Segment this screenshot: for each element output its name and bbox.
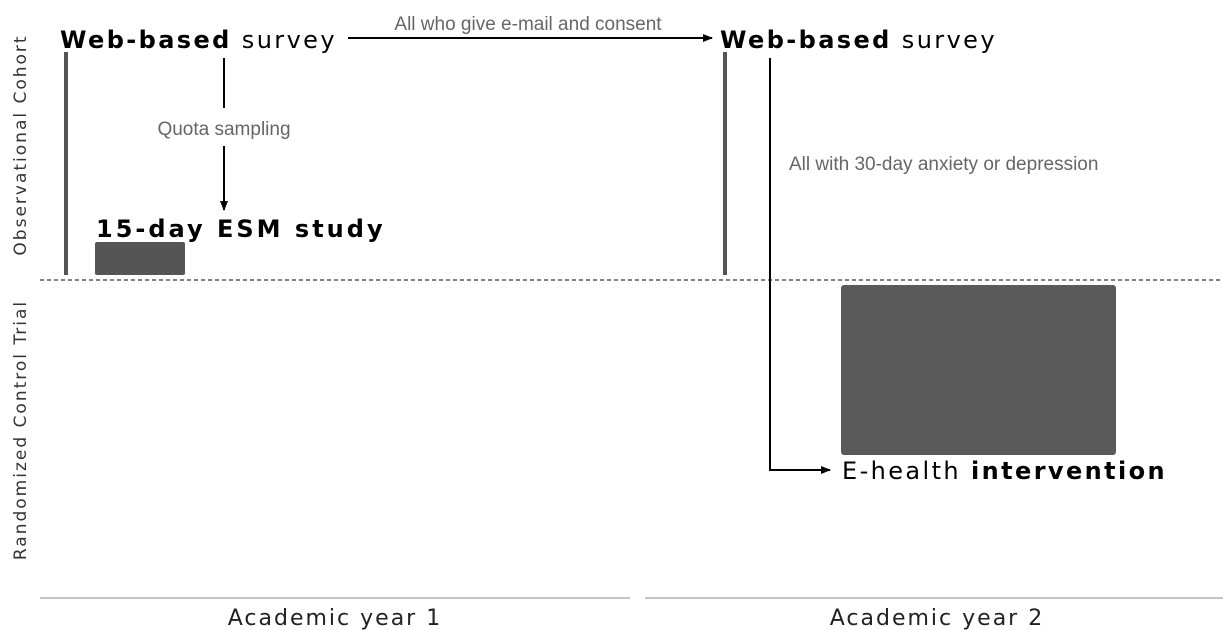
node-regular: E-health xyxy=(842,457,961,485)
section-label: Observational Cohort xyxy=(11,34,31,255)
period-box xyxy=(95,242,185,275)
arrow xyxy=(769,58,831,474)
node-bold: Web-based xyxy=(720,26,892,54)
edge-label: Quota sampling xyxy=(157,119,290,140)
node: E-health intervention xyxy=(842,457,1167,485)
timeline-label: Academic year 2 xyxy=(830,606,1044,630)
node-regular: survey xyxy=(902,26,997,54)
period-box xyxy=(841,285,1116,455)
node: Web-based survey xyxy=(60,26,337,54)
node: Web-based survey xyxy=(720,26,997,54)
edge-label: All with 30-day anxiety or depression xyxy=(789,154,1098,175)
section-label: Randomized Control Trial xyxy=(11,300,31,560)
node-regular: survey xyxy=(242,26,337,54)
period-bar xyxy=(723,52,727,275)
node-bold: intervention xyxy=(971,457,1167,485)
node-bold: Web-based xyxy=(60,26,232,54)
node: 15-day ESM study xyxy=(96,215,386,243)
edge-label: All who give e-mail and consent xyxy=(394,14,662,35)
period-bar xyxy=(64,52,68,275)
timeline-label: Academic year 1 xyxy=(228,606,442,630)
